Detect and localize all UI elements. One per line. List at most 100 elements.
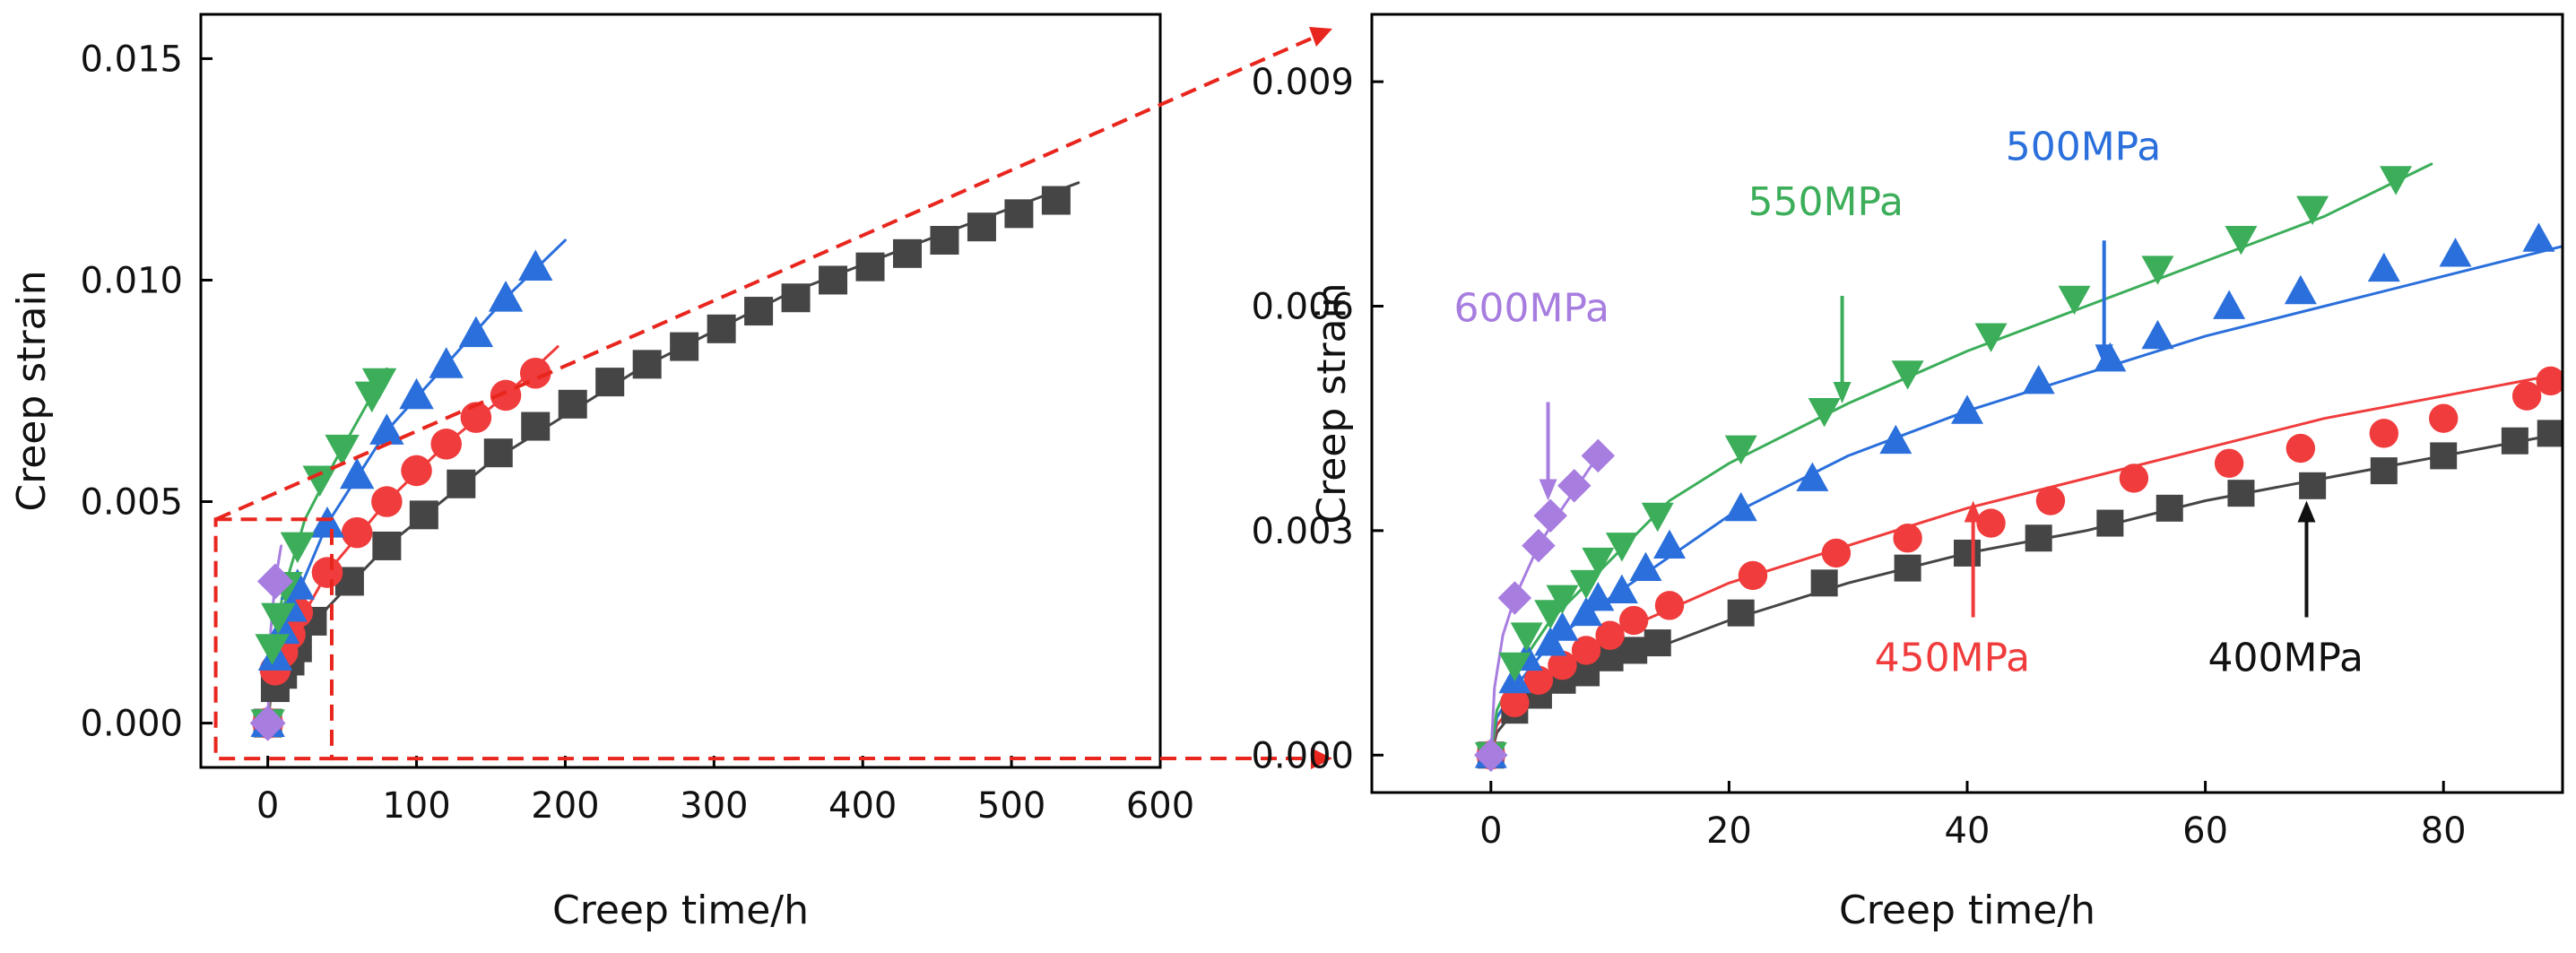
right-point-550mpa <box>2058 285 2091 316</box>
right-point-500mpa <box>1629 551 1662 582</box>
right-point-600mpa <box>1474 738 1508 773</box>
zoom-indicator <box>213 27 1332 769</box>
left-point-400mpa <box>595 368 625 397</box>
right-point-550mpa <box>1498 652 1531 682</box>
right-point-450mpa <box>2536 366 2563 396</box>
left-point-400mpa <box>1004 199 1034 229</box>
left-x-tick-label: 100 <box>382 785 450 827</box>
left-point-500mpa <box>309 507 345 538</box>
right-point-400mpa <box>2537 420 2563 447</box>
right-point-550mpa <box>1582 547 1615 577</box>
right-chart: 0 20 40 60 80 0.000 0.003 0.006 0.009 600MPa 550M… <box>1251 13 2564 933</box>
left-point-550mpa <box>261 602 296 635</box>
right-point-400mpa <box>1954 539 1981 567</box>
left-point-500mpa <box>429 347 464 378</box>
left-point-400mpa <box>409 500 438 530</box>
right-x-tick-label: 80 <box>2421 810 2467 852</box>
right-axis-ticks: 0 20 40 60 80 0.000 0.003 0.006 0.009 <box>1251 62 2466 852</box>
left-point-450mpa <box>460 402 492 433</box>
left-point-550mpa <box>361 368 397 400</box>
right-x-tick-label: 40 <box>1945 810 1991 852</box>
right-point-500mpa <box>1879 424 1912 455</box>
right-point-550mpa <box>1724 435 1757 465</box>
right-point-550mpa <box>1808 397 1841 428</box>
right-point-450mpa <box>1548 650 1577 680</box>
annotation-label-500mpa: 500MPa <box>2006 124 2161 169</box>
right-point-450mpa <box>2285 433 2316 464</box>
right-point-500mpa <box>1582 582 1615 611</box>
left-chart: 0 100 200 300 400 500 6000.0000.0050.0100.015 … <box>9 13 1194 933</box>
right-point-400mpa <box>2096 509 2124 537</box>
right-point-600mpa <box>1522 528 1556 563</box>
left-point-400mpa <box>372 531 402 560</box>
right-point-500mpa <box>2094 342 2127 372</box>
right-point-550mpa <box>2380 166 2413 195</box>
left-curve-400mpa <box>266 181 1080 725</box>
right-point-600mpa <box>1581 438 1616 473</box>
right-point-400mpa <box>2430 442 2458 470</box>
left-point-450mpa <box>341 516 373 549</box>
right-point-550mpa <box>2141 256 2174 285</box>
left-x-tick-label: 0 <box>256 785 279 827</box>
left-y-tick-label: 0.015 <box>80 39 183 80</box>
left-point-500mpa <box>369 413 404 445</box>
annotation-label-400mpa: 400MPa <box>2207 636 2363 681</box>
stress-annotations: 600MPa 550MPa 500MPa 450MPa 400MPa <box>1454 124 2364 680</box>
right-x-axis-label: Creep time/h <box>1839 888 2095 933</box>
left-point-400mpa <box>892 238 922 268</box>
right-y-tick-label: 0.006 <box>1251 287 1354 328</box>
right-point-500mpa <box>2213 290 2246 319</box>
left-point-400mpa <box>744 297 774 326</box>
left-point-400mpa <box>781 283 811 313</box>
left-point-500mpa <box>399 377 434 410</box>
left-x-tick-label: 200 <box>531 785 599 827</box>
right-point-550mpa <box>2296 195 2329 225</box>
left-y-tick-label: 0.010 <box>80 260 183 301</box>
zoom-arrowhead-bottom <box>1311 748 1332 769</box>
right-point-450mpa <box>1976 508 2006 538</box>
left-point-400mpa <box>521 412 551 441</box>
right-point-500mpa <box>1796 462 1829 491</box>
left-point-400mpa <box>483 438 513 468</box>
left-y-tick-label: 0.000 <box>80 704 183 745</box>
right-point-400mpa <box>2155 494 2183 522</box>
right-point-450mpa <box>2369 419 2398 448</box>
right-point-500mpa <box>1653 529 1686 559</box>
right-point-550mpa <box>1534 600 1567 629</box>
left-axis-ticks: 0 100 200 300 400 500 600 0.000 0.005 0.010 0.015 <box>80 39 1194 827</box>
right-point-500mpa <box>2284 274 2317 305</box>
left-point-450mpa <box>490 379 522 412</box>
right-point-400mpa <box>1727 599 1755 627</box>
left-point-400mpa <box>967 212 996 242</box>
annotation-arrowhead-600mpa <box>1539 479 1557 501</box>
right-point-500mpa <box>1951 394 1983 424</box>
left-point-400mpa <box>930 226 959 255</box>
right-point-600mpa <box>1557 469 1592 503</box>
right-point-450mpa <box>2429 403 2459 433</box>
right-point-450mpa <box>1618 605 1649 636</box>
left-y-axis-label: Creep strain <box>9 270 55 511</box>
right-point-400mpa <box>2227 480 2255 507</box>
annotation-arrowhead-450mpa <box>1964 500 1982 523</box>
annotation-arrowhead-400mpa <box>2297 500 2316 523</box>
right-point-500mpa <box>2022 364 2055 394</box>
right-point-450mpa <box>1500 688 1530 718</box>
annotation-arrowhead-550mpa <box>1833 382 1852 403</box>
right-point-400mpa <box>1620 637 1648 664</box>
right-point-550mpa <box>1891 360 1924 390</box>
right-point-450mpa <box>2119 464 2149 493</box>
left-plot-frame <box>199 13 1162 769</box>
right-point-400mpa <box>2025 524 2052 552</box>
right-point-500mpa <box>1605 574 1638 604</box>
right-y-tick-label: 0.000 <box>1251 735 1354 776</box>
right-point-450mpa <box>1654 591 1685 620</box>
left-point-400mpa <box>447 469 476 498</box>
right-point-500mpa <box>2522 222 2555 252</box>
zoom-arrowhead-top <box>1309 27 1332 47</box>
left-point-500mpa <box>488 281 524 312</box>
left-point-550mpa <box>255 634 290 665</box>
right-point-450mpa <box>1571 636 1601 665</box>
right-point-500mpa <box>2141 319 2174 350</box>
left-point-450mpa <box>371 486 403 517</box>
